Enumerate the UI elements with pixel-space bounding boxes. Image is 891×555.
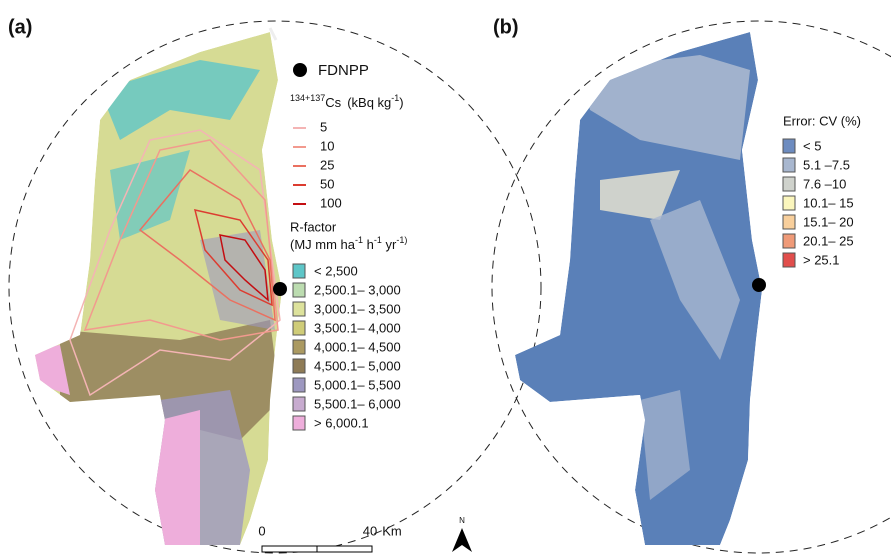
- legend-swatch: [782, 157, 796, 173]
- superscript: -1: [355, 235, 363, 245]
- legend-units: (MJ mm ha-1 h-1 yr-1): [290, 235, 407, 252]
- superscript: -1): [396, 235, 407, 245]
- legend-label: 25: [320, 157, 334, 172]
- legend-title: Error: CV (%): [783, 113, 861, 128]
- text: yr: [382, 237, 397, 252]
- legend-title: 134+137Cs (kBq kg-1): [290, 93, 404, 110]
- contour-line: [83, 139, 279, 341]
- panel-label: (b): [493, 16, 519, 38]
- legend-label: < 2,500: [314, 263, 358, 278]
- map-b: [515, 32, 762, 545]
- legend-label: 20.1– 25: [803, 233, 854, 248]
- legend-label: 5,500.1– 6,000: [314, 396, 401, 411]
- legend-swatch: [292, 396, 306, 412]
- legend-swatch: [292, 358, 306, 374]
- legend-label: 4,000.1– 4,500: [314, 339, 401, 354]
- scale-label: 40: [363, 523, 377, 538]
- legend-label: 10: [320, 138, 334, 153]
- legend-label: 15.1– 20: [803, 214, 854, 229]
- north-label: N: [459, 516, 465, 525]
- legend-swatch: [292, 301, 306, 317]
- legend-label: 50: [320, 176, 334, 191]
- legend-label: 10.1– 15: [803, 195, 854, 210]
- fdnpp-marker: [752, 278, 766, 292]
- legend-label: > 25.1: [803, 252, 840, 267]
- legend-label: FDNPP: [318, 62, 369, 79]
- legend-label: 3,500.1– 4,000: [314, 320, 401, 335]
- legend-label: 7.6 –10: [803, 176, 846, 191]
- legend-title: R-factor: [290, 219, 337, 234]
- superscript: 134+137: [290, 93, 325, 103]
- scale-bar: 0 40 Km: [258, 523, 402, 553]
- map-a: [35, 32, 282, 545]
- legend-swatch: [782, 233, 796, 249]
- legend-marker: [293, 63, 307, 77]
- contour-line: [219, 234, 269, 302]
- legend-swatch: [292, 263, 306, 279]
- legend-swatch: [782, 252, 796, 268]
- contour-line: [193, 209, 273, 307]
- legend-label: 2,500.1– 3,000: [314, 282, 401, 297]
- scale-label: 0: [258, 523, 265, 538]
- legend-swatch: [782, 176, 796, 192]
- text: (MJ mm ha: [290, 237, 356, 252]
- panel-label: (a): [8, 16, 32, 38]
- legend-swatch: [292, 320, 306, 336]
- buffer-circle: [8, 20, 542, 554]
- fdnpp-marker: [273, 282, 287, 296]
- legend-swatch: [292, 377, 306, 393]
- superscript: -1: [374, 235, 382, 245]
- legend-swatch: [782, 138, 796, 154]
- legend-label: 5,000.1– 5,500: [314, 377, 401, 392]
- legend-swatch: [782, 214, 796, 230]
- contour-line: [138, 169, 276, 322]
- text: h: [363, 237, 374, 252]
- superscript: -1: [391, 93, 399, 103]
- text: ): [399, 95, 403, 110]
- text: (kBq kg: [347, 95, 391, 110]
- legend-label: > 6,000.1: [314, 415, 369, 430]
- buffer-circle: [491, 20, 891, 554]
- text: Cs: [325, 95, 341, 110]
- legend-swatch: [292, 282, 306, 298]
- legend-label: 3,000.1– 3,500: [314, 301, 401, 316]
- north-arrow: N: [452, 516, 472, 552]
- legend-label: < 5: [803, 138, 821, 153]
- legend-swatch: [782, 195, 796, 211]
- scale-unit: Km: [382, 523, 402, 538]
- legend-label: 4,500.1– 5,000: [314, 358, 401, 373]
- legend-swatch: [292, 415, 306, 431]
- legend-label: 5.1 –7.5: [803, 157, 850, 172]
- legend-label: 100: [320, 195, 342, 210]
- legend-swatch: [292, 339, 306, 355]
- legend-label: 5: [320, 119, 327, 134]
